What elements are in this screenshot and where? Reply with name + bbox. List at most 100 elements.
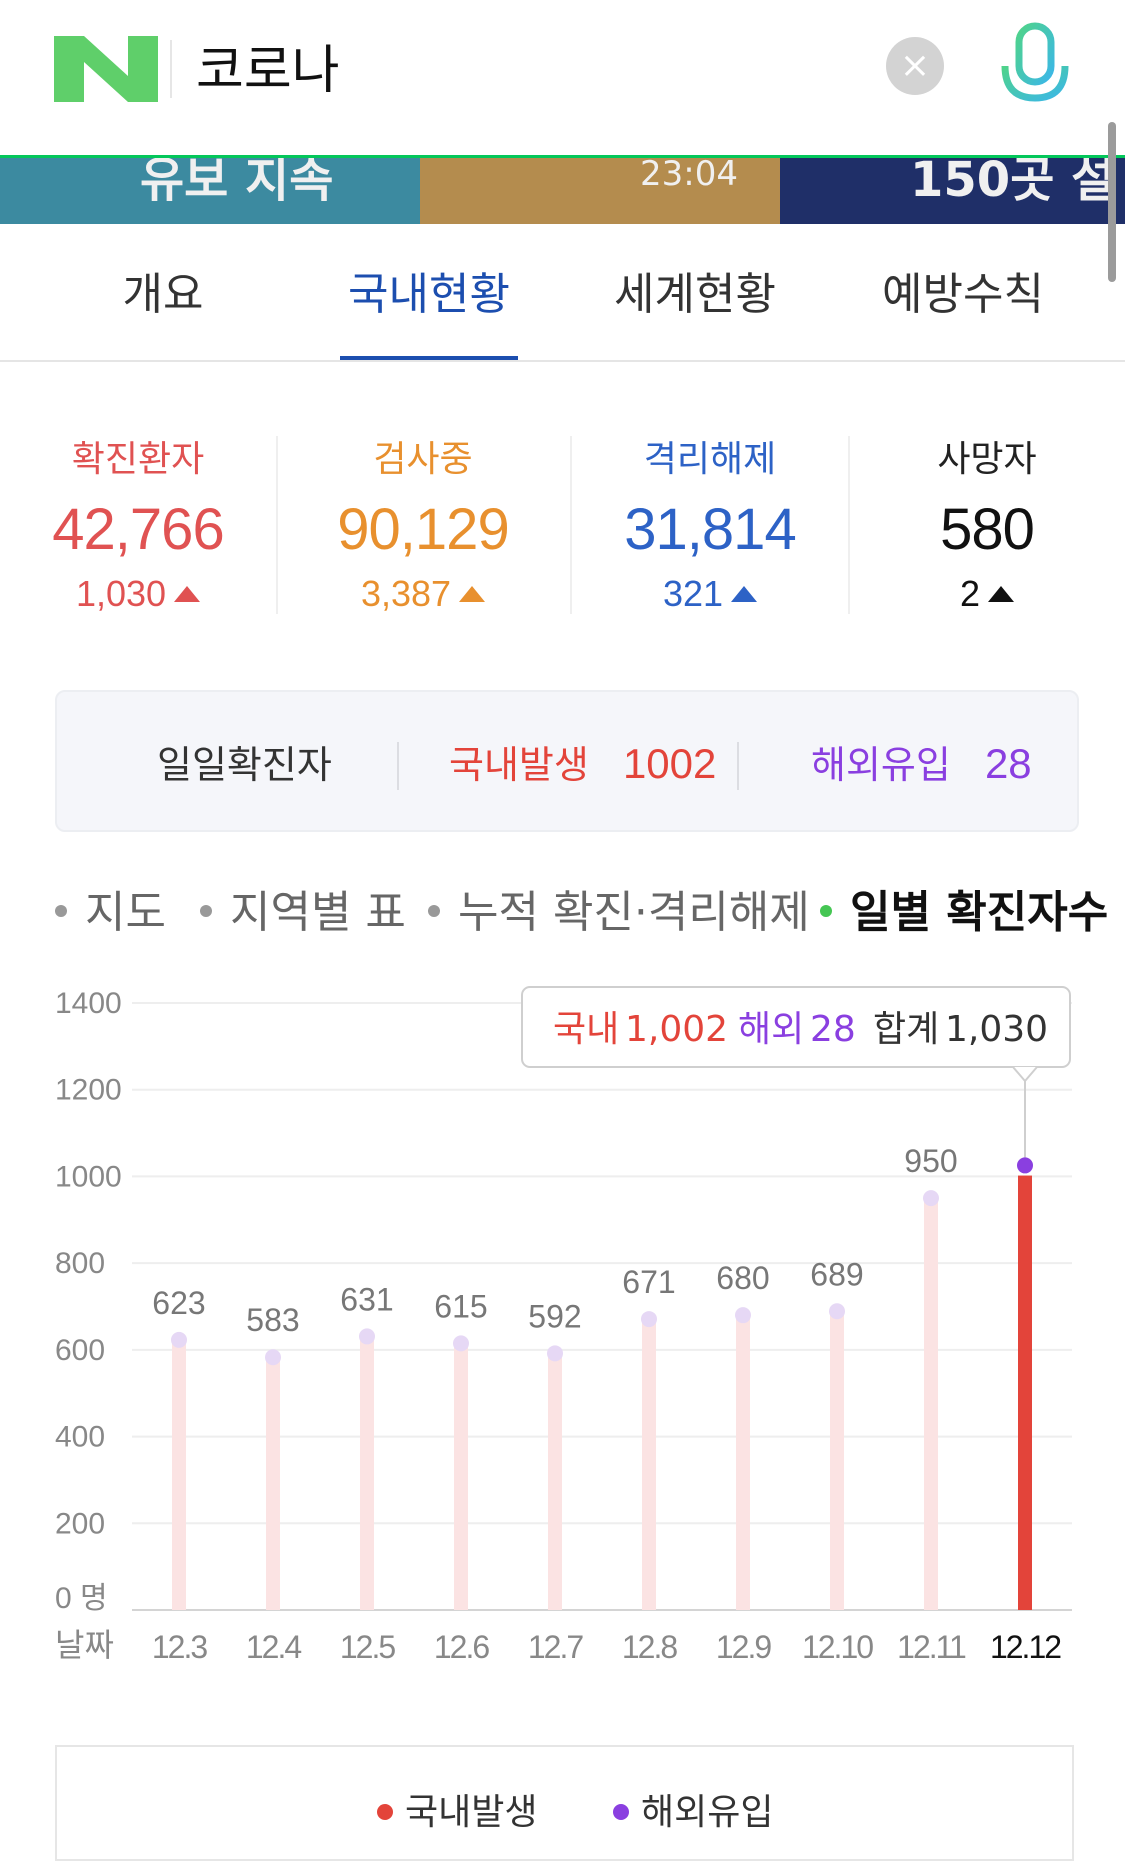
tooltip-overseas-label: 해외 [738,1009,804,1050]
y-tick-label: 800 [55,1247,105,1280]
x-tick-label: 12.5 [340,1629,395,1665]
tooltip-total-value: 1,030 [945,1009,1048,1050]
naver-logo[interactable] [54,36,158,102]
bar [172,1339,186,1610]
stat-deaths: 사망자 580 2 [862,430,1112,615]
x-tick-label: 12.4 [246,1629,301,1665]
legend-label: 국내발생 [405,1792,538,1833]
legend-overseas: 해외유입 [613,1783,773,1835]
daily-domestic-value: 1002 [622,740,717,787]
banner-card-1[interactable]: 유보 지속 [0,158,420,224]
x-tick-label: 12.9 [716,1629,771,1665]
bar-cap [171,1331,187,1348]
legend-dot-icon [613,1804,629,1820]
stat-divider [570,436,572,614]
stat-confirmed: 확진환자 42,766 1,030 [13,430,263,615]
daily-divider [737,742,739,790]
subnav-label: 누적 확진·격리해제 [458,887,810,938]
banner-card-3[interactable]: 150곳 설치 [780,158,1125,224]
y-tick-label: 600 [55,1334,105,1367]
bar-cap [453,1335,469,1352]
data-label: 592 [528,1298,581,1334]
subnav-map[interactable]: 지도 [55,876,166,940]
data-label: 950 [904,1143,957,1179]
bar [736,1315,750,1610]
data-label: 615 [434,1288,487,1324]
daily-confirmed-box: 일일확진자 국내발생 1002 해외유입 28 [55,690,1079,832]
x-tick-label: 12.8 [622,1629,677,1665]
stat-testing: 검사중 90,129 3,387 [298,430,548,615]
stat-delta-value: 3,387 [360,573,452,614]
bar [548,1353,562,1610]
stat-delta-value: 321 [662,573,724,614]
bar-cap [923,1190,939,1207]
x-tick-label: 12.3 [152,1629,207,1665]
x-axis-label: 날짜 [55,1626,114,1664]
search-bar: 코로나 × [0,0,1125,158]
stat-divider [276,436,278,614]
daily-domestic-label: 국내발생 [449,743,589,787]
search-separator [170,40,172,98]
banner-card-2[interactable]: 23:04 [420,158,780,224]
clear-icon[interactable]: × [886,37,944,95]
bar-cap [735,1307,751,1324]
stat-delta: 3,387 [298,573,548,615]
tooltip-overseas-value: 28 [810,1009,856,1050]
x-tick-label: 12.11 [897,1629,966,1665]
data-label: 583 [246,1302,299,1338]
scrollbar[interactable] [1108,122,1116,282]
stat-value: 31,814 [624,497,796,562]
search-input[interactable]: 코로나 [196,41,340,101]
stat-label: 확진환자 [71,439,205,480]
tab-prevention[interactable]: 예방수칙 [882,269,1044,320]
stat-delta-value: 1,030 [75,573,167,614]
daily-domestic: 국내발생 1002 [449,734,716,789]
stat-delta: 2 [862,573,1112,615]
tooltip-arrow [1012,1066,1038,1083]
up-arrow-icon [459,586,486,602]
banner-text-2: 23:04 [640,158,738,194]
y-tick-label: 1200 [55,1074,122,1107]
daily-confirmed-chart[interactable]: 1400 1200 1000 800 600 400 200 0 명날짜 12.3 623 12.4… [0,970,1125,1690]
bar-cap [829,1303,845,1320]
stat-label: 격리해제 [643,439,777,480]
y-tick-label: 200 [55,1507,105,1540]
stat-label: 검사중 [373,439,473,480]
tooltip-box [521,986,1071,1068]
up-arrow-icon [988,586,1015,602]
daily-overseas: 해외유입 28 [811,734,1032,789]
subnav-region-table[interactable]: 지역별 표 [200,876,406,940]
tab-domestic-status[interactable]: 국내현황 [348,269,510,320]
legend-label: 해외유입 [641,1792,774,1833]
bullet-icon [55,905,67,917]
tab-bar: 개요 국내현황 세계현황 예방수칙 [0,228,1125,362]
y-tick-label: 1000 [55,1160,122,1193]
active-tab-indicator [340,356,518,360]
data-label: 631 [340,1281,393,1317]
news-banner-strip[interactable]: 유보 지속 23:04 150곳 설치 [0,158,1125,224]
stat-delta: 1,030 [13,573,263,615]
stat-value: 42,766 [52,497,224,562]
x-tick-label: 12.6 [434,1629,489,1665]
y-tick-label: 0 명 [55,1582,108,1615]
bar [266,1357,280,1610]
daily-label: 일일확진자 [157,743,332,787]
tab-overview[interactable]: 개요 [122,269,204,320]
subnav-daily-confirmed[interactable]: 일별 확진자수 [820,876,1108,940]
x-tick-label: 12.7 [528,1629,583,1665]
up-arrow-icon [731,586,758,602]
bar [924,1198,938,1610]
x-tick-label: 12.10 [802,1629,873,1665]
daily-overseas-value: 28 [984,740,1032,787]
legend-dot-icon [377,1804,393,1820]
data-label: 623 [152,1285,205,1321]
bar-cap [547,1345,563,1362]
microphone-icon[interactable] [995,20,1075,120]
data-label: 671 [622,1264,675,1300]
tab-world-status[interactable]: 세계현황 [614,269,776,320]
subnav-cumulative[interactable]: 누적 확진·격리해제 [428,876,810,940]
banner-text-3: 150곳 설치 [910,158,1116,224]
stat-released: 격리해제 31,814 321 [585,430,835,615]
daily-divider [397,742,399,790]
tooltip-domestic-label: 국내 [553,1009,619,1050]
